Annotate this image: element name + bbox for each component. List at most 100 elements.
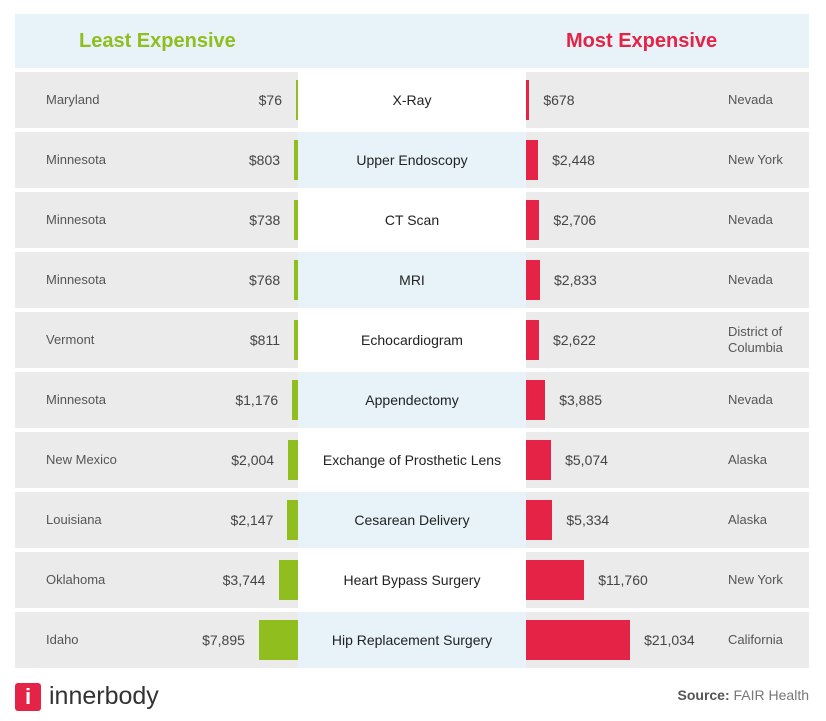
most-state: Alaska [728,452,768,467]
procedure-name: MRI [298,252,526,308]
table-row: Vermont $811 Echocardiogram $2,622 Distr… [15,312,809,368]
least-expensive-title: Least Expensive [79,30,236,52]
innerbody-logo: i innerbody [15,682,159,711]
least-cell: Vermont $811 [15,312,298,368]
least-cell: Minnesota $803 [15,132,298,188]
least-cell: Idaho $7,895 [15,612,298,668]
procedure-name: Upper Endoscopy [298,132,526,188]
most-cell: $678 Nevada [526,72,809,128]
most-value: $11,760 [598,572,648,588]
least-cell: Oklahoma $3,744 [15,552,298,608]
most-bar [526,80,530,120]
least-state: Vermont [46,332,95,347]
most-cell: $2,833 Nevada [526,252,809,308]
most-cell: $2,706 Nevada [526,192,809,248]
most-expensive-title: Most Expensive [566,30,718,52]
chart-rows: Maryland $76 X-Ray $678 Nevada Minnesota… [15,72,809,672]
brand-name: innerbody [49,682,159,710]
logo-icon: i [15,682,41,711]
least-value: $1,176 [235,392,279,408]
least-state: Minnesota [46,152,106,167]
procedure-name: Appendectomy [298,372,526,428]
least-value: $2,147 [230,512,274,528]
procedure-name: Cesarean Delivery [298,492,526,548]
source-label: Source: [677,687,730,703]
most-cell: $21,034 California [526,612,809,668]
least-bar [294,200,298,240]
source-note: Source: FAIR Health [678,687,810,703]
least-state: New Mexico [46,452,117,467]
least-bar [294,320,298,360]
procedure-name: Hip Replacement Surgery [298,612,526,668]
least-state: Minnesota [46,212,106,227]
least-state: Idaho [46,632,79,647]
least-value: $76 [258,92,282,108]
most-cell: $3,885 Nevada [526,372,809,428]
least-value: $7,895 [202,632,245,648]
least-value: $2,004 [231,452,275,468]
least-state: Oklahoma [46,572,106,587]
most-value: $3,885 [559,392,603,408]
most-value: $2,833 [554,272,597,288]
least-cell: Minnesota $738 [15,192,298,248]
least-cell: Minnesota $768 [15,252,298,308]
table-row: Minnesota $768 MRI $2,833 Nevada [15,252,809,308]
least-bar [258,620,298,660]
most-bar [526,620,631,660]
least-value: $803 [248,152,281,168]
most-bar [526,380,546,420]
most-value: $2,448 [552,152,595,168]
procedure-name: Echocardiogram [298,312,526,368]
table-row: Minnesota $1,176 Appendectomy $3,885 Nev… [15,372,809,428]
most-cell: $2,448 New York [526,132,809,188]
most-value: $678 [543,92,575,108]
most-value: $2,622 [552,332,596,348]
most-cell: $5,334 Alaska [526,492,809,548]
most-state: District of Columbia [728,324,783,355]
table-row: Louisiana $2,147 Cesarean Delivery $5,33… [15,492,809,548]
most-bar [526,260,541,300]
table-row: Minnesota $738 CT Scan $2,706 Nevada [15,192,809,248]
least-cell: Minnesota $1,176 [15,372,298,428]
least-cell: Maryland $76 [15,72,298,128]
most-state: Alaska [728,512,768,527]
procedure-name: Heart Bypass Surgery [298,552,526,608]
most-state: New York [728,152,783,167]
least-state: Maryland [46,92,100,107]
most-bar [526,320,539,360]
most-bar [526,500,553,540]
least-value: $768 [249,272,281,288]
least-state: Minnesota [46,392,106,407]
most-bar [526,200,540,240]
chart-header: Least Expensive Most Expensive [15,14,809,68]
procedure-name: Exchange of Prosthetic Lens [298,432,526,488]
table-row: Oklahoma $3,744 Heart Bypass Surgery $11… [15,552,809,608]
most-bar [526,440,552,480]
most-cell: $2,622 District of Columbia [526,312,809,368]
least-state: Minnesota [46,272,106,287]
least-bar [296,80,298,120]
most-state: Nevada [728,92,773,107]
most-bar [526,560,585,600]
most-state: Nevada [728,212,773,227]
least-bar [288,440,298,480]
table-row: Idaho $7,895 Hip Replacement Surgery $21… [15,612,809,668]
table-row: Maryland $76 X-Ray $678 Nevada [15,72,809,128]
most-state: California [728,632,783,647]
least-value: $3,744 [222,572,266,588]
least-bar [294,140,298,180]
least-cell: Louisiana $2,147 [15,492,298,548]
least-bar [292,380,298,420]
most-state: Nevada [728,392,773,407]
most-cell: $5,074 Alaska [526,432,809,488]
least-state: Louisiana [46,512,102,527]
table-row: New Mexico $2,004 Exchange of Prosthetic… [15,432,809,488]
procedure-name: CT Scan [298,192,526,248]
least-bar [279,560,298,600]
most-value: $2,706 [553,212,597,228]
least-cell: New Mexico $2,004 [15,432,298,488]
most-state: New York [728,572,783,587]
least-bar [287,500,298,540]
table-row: Minnesota $803 Upper Endoscopy $2,448 Ne… [15,132,809,188]
least-value: $811 [249,332,280,348]
